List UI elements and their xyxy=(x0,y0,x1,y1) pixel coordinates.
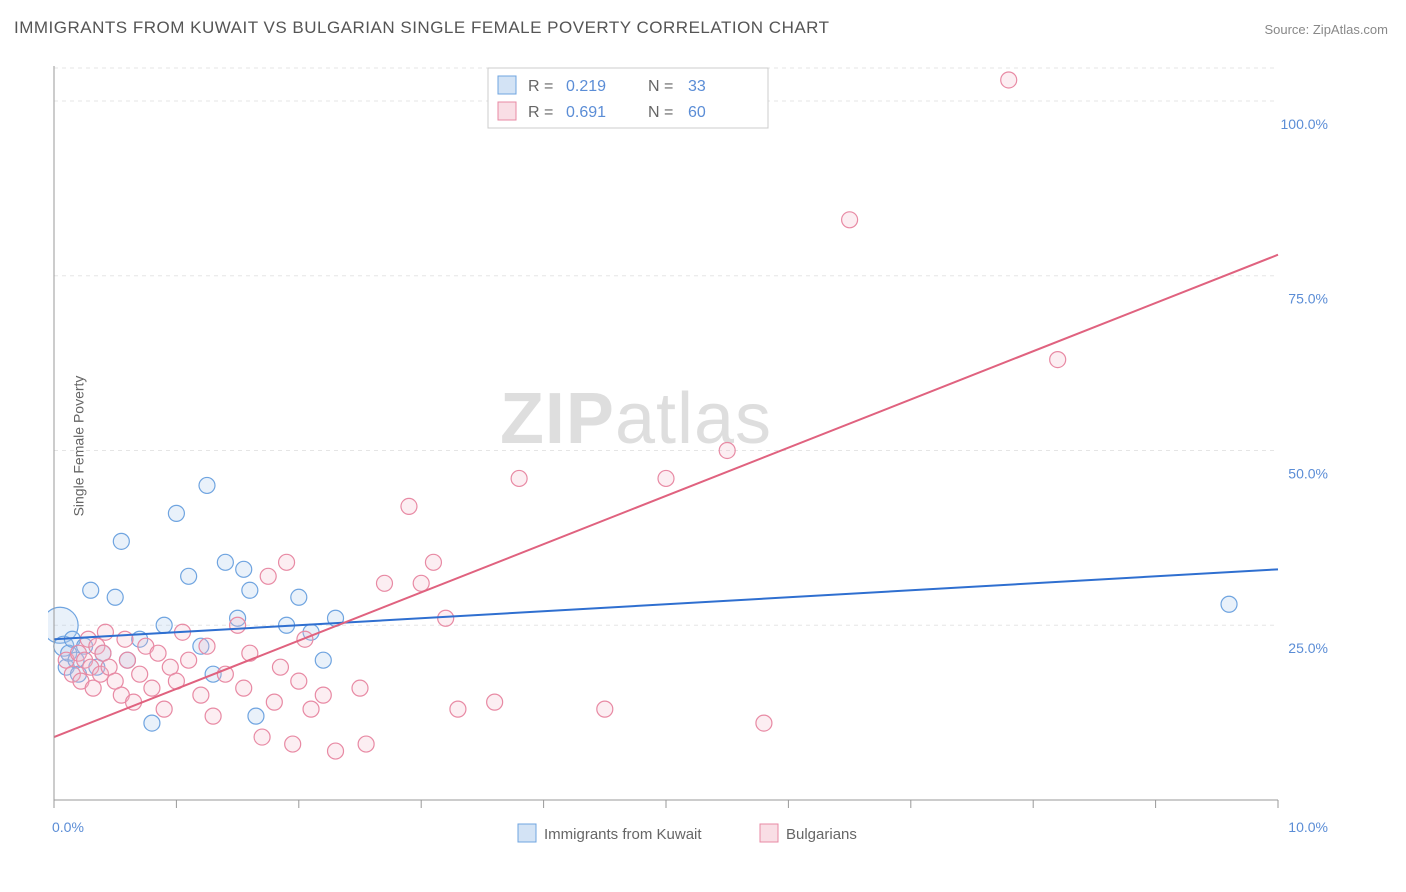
scatter-point-bulgarians xyxy=(242,645,258,661)
y-tick-label: 75.0% xyxy=(1288,291,1328,307)
bottom-legend-swatch-bulgarians xyxy=(760,824,778,842)
scatter-point-kuwait xyxy=(1221,596,1237,612)
scatter-point-bulgarians xyxy=(1001,72,1017,88)
scatter-point-bulgarians xyxy=(97,624,113,640)
x-tick-label: 10.0% xyxy=(1288,819,1328,835)
scatter-point-bulgarians xyxy=(117,631,133,647)
y-tick-label: 25.0% xyxy=(1288,640,1328,656)
scatter-point-bulgarians xyxy=(260,568,276,584)
x-tick-label: 0.0% xyxy=(52,819,84,835)
scatter-point-bulgarians xyxy=(144,680,160,696)
y-tick-label: 100.0% xyxy=(1281,116,1328,132)
scatter-point-bulgarians xyxy=(236,680,252,696)
scatter-point-kuwait xyxy=(156,617,172,633)
scatter-point-bulgarians xyxy=(156,701,172,717)
scatter-point-bulgarians xyxy=(315,687,331,703)
bottom-legend-label-bulgarians: Bulgarians xyxy=(786,826,857,843)
plot-area: 25.0%50.0%75.0%100.0%ZIPatlas0.0%10.0%R … xyxy=(48,60,1338,820)
scatter-point-bulgarians xyxy=(438,610,454,626)
scatter-point-kuwait xyxy=(199,477,215,493)
scatter-point-bulgarians xyxy=(450,701,466,717)
bottom-legend-label-kuwait: Immigrants from Kuwait xyxy=(544,826,702,843)
scatter-point-bulgarians xyxy=(487,694,503,710)
scatter-point-bulgarians xyxy=(150,645,166,661)
scatter-point-bulgarians xyxy=(658,470,674,486)
scatter-point-bulgarians xyxy=(199,638,215,654)
scatter-point-bulgarians xyxy=(272,659,288,675)
bottom-legend-swatch-kuwait xyxy=(518,824,536,842)
trend-line-bulgarians xyxy=(54,255,1278,737)
scatter-point-bulgarians xyxy=(266,694,282,710)
scatter-point-bulgarians xyxy=(132,666,148,682)
legend-n-label: N = xyxy=(648,78,673,95)
source-value: ZipAtlas.com xyxy=(1313,22,1388,37)
scatter-point-bulgarians xyxy=(230,617,246,633)
scatter-point-bulgarians xyxy=(1050,352,1066,368)
scatter-point-bulgarians xyxy=(285,736,301,752)
scatter-point-bulgarians xyxy=(376,575,392,591)
trend-line-kuwait xyxy=(54,569,1278,639)
scatter-point-kuwait xyxy=(168,505,184,521)
y-tick-label: 50.0% xyxy=(1288,465,1328,481)
scatter-point-kuwait xyxy=(315,652,331,668)
legend-r-label: R = xyxy=(528,78,553,95)
scatter-point-kuwait xyxy=(217,554,233,570)
scatter-point-kuwait xyxy=(107,589,123,605)
scatter-point-bulgarians xyxy=(254,729,270,745)
scatter-point-kuwait xyxy=(248,708,264,724)
scatter-point-kuwait xyxy=(144,715,160,731)
legend-swatch-bulgarians xyxy=(498,102,516,120)
legend-r-value-kuwait: 0.219 xyxy=(566,78,606,95)
source-label: Source: xyxy=(1264,22,1312,37)
source-attribution: Source: ZipAtlas.com xyxy=(1264,22,1388,37)
scatter-point-bulgarians xyxy=(279,554,295,570)
chart-container: IMMIGRANTS FROM KUWAIT VS BULGARIAN SING… xyxy=(0,0,1406,892)
scatter-point-kuwait xyxy=(181,568,197,584)
scatter-point-kuwait xyxy=(291,589,307,605)
scatter-point-bulgarians xyxy=(597,701,613,717)
scatter-point-bulgarians xyxy=(358,736,374,752)
scatter-point-bulgarians xyxy=(205,708,221,724)
scatter-point-bulgarians xyxy=(719,442,735,458)
legend-r-value-bulgarians: 0.691 xyxy=(566,104,606,121)
scatter-point-bulgarians xyxy=(352,680,368,696)
scatter-point-bulgarians xyxy=(328,743,344,759)
scatter-point-kuwait xyxy=(113,533,129,549)
scatter-point-kuwait xyxy=(242,582,258,598)
legend-r-label: R = xyxy=(528,104,553,121)
scatter-point-bulgarians xyxy=(119,652,135,668)
scatter-point-bulgarians xyxy=(193,687,209,703)
legend-n-label: N = xyxy=(648,104,673,121)
chart-svg: 25.0%50.0%75.0%100.0%ZIPatlas0.0%10.0%R … xyxy=(48,60,1338,860)
scatter-point-bulgarians xyxy=(842,212,858,228)
scatter-point-bulgarians xyxy=(425,554,441,570)
scatter-point-bulgarians xyxy=(303,701,319,717)
scatter-point-bulgarians xyxy=(413,575,429,591)
scatter-point-kuwait xyxy=(236,561,252,577)
chart-title: IMMIGRANTS FROM KUWAIT VS BULGARIAN SING… xyxy=(14,18,830,38)
legend-swatch-kuwait xyxy=(498,76,516,94)
scatter-point-bulgarians xyxy=(756,715,772,731)
scatter-point-bulgarians xyxy=(511,470,527,486)
scatter-point-kuwait xyxy=(83,582,99,598)
legend-n-value-kuwait: 33 xyxy=(688,78,706,95)
legend-n-value-bulgarians: 60 xyxy=(688,104,706,121)
scatter-point-bulgarians xyxy=(291,673,307,689)
scatter-point-bulgarians xyxy=(181,652,197,668)
scatter-point-bulgarians xyxy=(401,498,417,514)
